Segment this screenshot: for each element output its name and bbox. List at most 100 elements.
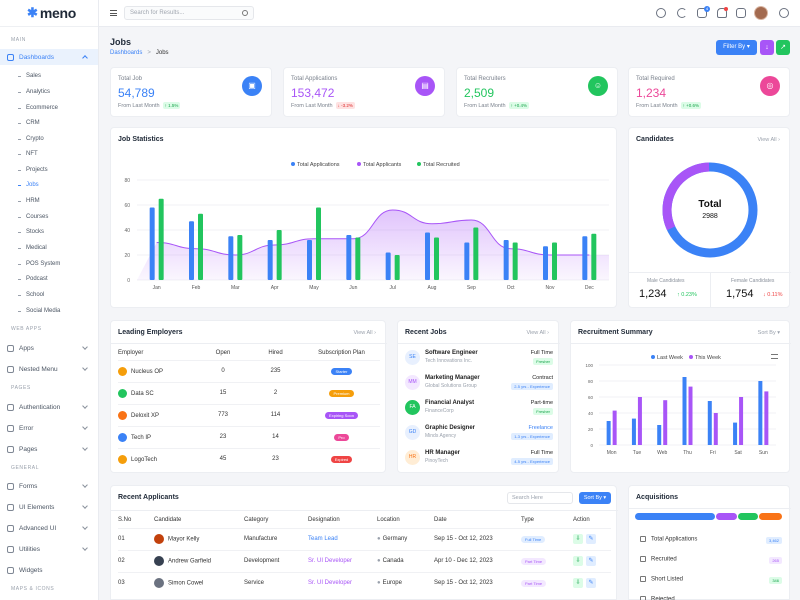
sidebar-subitem-nft[interactable]: NFT	[18, 151, 38, 157]
job-list-item[interactable]: GD Graphic Designer Minds Agency Freelance 1…	[405, 425, 553, 450]
candidates-view-all[interactable]: View All ›	[757, 137, 780, 143]
sidebar-item-dashboards[interactable]: Dashboards	[0, 49, 98, 65]
cart-icon[interactable]	[697, 8, 707, 18]
table-row[interactable]: Nucleus OP 0 235 Starter	[118, 360, 380, 382]
sidebar-subitem-crm[interactable]: CRM	[18, 120, 40, 126]
sidebar-item-forms[interactable]: Forms	[0, 478, 98, 494]
table-row[interactable]: 02 Andrew Garfield Development Sr. UI Devel…	[118, 550, 611, 572]
sidebar-item-nested[interactable]: Nested Menu	[0, 361, 98, 377]
job-experience-badge: Fresher	[533, 408, 553, 415]
sidebar-subitem-stocks[interactable]: Stocks	[18, 229, 44, 235]
download-icon[interactable]: ⇩	[573, 534, 583, 544]
view-all-label: View All	[757, 137, 777, 143]
job-list-item[interactable]: MM Marketing Manager Global Solutions Grou…	[405, 375, 553, 400]
recent-jobs-view-all[interactable]: View All ›	[526, 330, 549, 336]
apps-icon[interactable]	[736, 8, 746, 18]
job-list-item[interactable]: HR HR Manager PinoyTech Full Time 4-5 yrs - …	[405, 450, 553, 475]
sidebar-subitem-hrm[interactable]: HRM	[18, 198, 40, 204]
job-list-item[interactable]: SE Software Engineer Tech Innovations Inc.…	[405, 350, 553, 375]
search-input[interactable]: Search for Results...	[124, 6, 254, 20]
section-general: GENERAL	[11, 465, 40, 471]
download-icon[interactable]: ⇩	[573, 556, 583, 566]
employers-view-all[interactable]: View All ›	[353, 330, 376, 336]
sidebar-subitem-label: Courses	[26, 214, 49, 220]
download-icon[interactable]: ⇩	[573, 578, 583, 589]
gear-icon[interactable]	[779, 8, 789, 18]
table-row[interactable]: LogoTech 45 23 Expired	[118, 448, 380, 470]
sidebar-item-authentication[interactable]: Authentication	[0, 399, 98, 415]
table-row[interactable]: Deloxit XP 773 114 Expiring Soon	[118, 404, 380, 426]
candidates-card: Candidates View All › Total 2988 Male Ca…	[628, 127, 791, 308]
sidebar-subitem-label: Stocks	[26, 229, 45, 235]
applicants-search-input[interactable]: Search Here	[507, 492, 573, 504]
moon-icon[interactable]	[677, 8, 687, 18]
acquisition-progress-segment	[738, 513, 758, 520]
table-row[interactable]: Tech IP 23 14 Pro	[118, 426, 380, 448]
sidebar-subitem-pos-system[interactable]: POS System	[18, 261, 60, 267]
sidebar-item-advanced-ui[interactable]: Advanced UI	[0, 520, 98, 536]
type-badge: Full Time	[521, 535, 546, 543]
edit-icon[interactable]: ✎	[586, 534, 596, 544]
sidebar-item-label: Nested Menu	[19, 365, 58, 373]
sidebar-subitem-medical[interactable]: Medical	[18, 245, 47, 251]
sidebar-subitem-ecommerce[interactable]: Ecommerce	[18, 105, 58, 111]
breadcrumb-home[interactable]: Dashboards	[110, 50, 143, 56]
x-tick-label: Oct	[507, 285, 515, 291]
bar-total-applications	[582, 236, 588, 280]
sidebar-item-apps[interactable]: Apps	[0, 340, 98, 356]
filter-button[interactable]: Filter By ▾	[716, 40, 757, 55]
table-row[interactable]: Data SC 15 2 Premium	[118, 382, 380, 404]
sidebar-subitem-sales[interactable]: Sales	[18, 73, 41, 79]
table-row[interactable]: 03 Simon Cowel Service Sr. UI Developer ● Eur…	[118, 572, 611, 594]
job-type: Part-time	[530, 400, 553, 406]
applicants-title: Recent Applicants	[118, 494, 179, 501]
recruitment-sort-button[interactable]: Sort By ▾	[757, 330, 780, 336]
sidebar: ✱ meno MAIN Dashboards Sales Analytics Eco…	[0, 0, 99, 600]
applicants-sort-button[interactable]: Sort By ▾	[579, 492, 611, 504]
edit-icon[interactable]: ✎	[586, 578, 596, 589]
sidebar-subitem-projects[interactable]: Projects	[18, 167, 48, 173]
sidebar-subitem-jobs[interactable]: Jobs	[18, 182, 39, 188]
hired-count: 23	[272, 456, 279, 463]
language-icon[interactable]	[656, 8, 666, 18]
filter-label: Filter By	[723, 44, 746, 50]
avatar[interactable]	[754, 6, 768, 20]
sidebar-item-label: Apps	[19, 344, 34, 352]
bullet-icon	[18, 278, 21, 280]
logo-text: meno	[39, 5, 77, 21]
sidebar-subitem-courses[interactable]: Courses	[18, 214, 48, 220]
job-title: Financial Analyst	[425, 400, 475, 406]
chart-menu-icon[interactable]	[771, 354, 778, 359]
download-button[interactable]: ↓	[760, 40, 774, 55]
share-button[interactable]: ↗	[776, 40, 790, 55]
sidebar-item-error[interactable]: Error	[0, 420, 98, 436]
menu-toggle-icon[interactable]	[110, 10, 117, 16]
sidebar-item-utilities[interactable]: Utilities	[0, 541, 98, 557]
edit-icon[interactable]: ✎	[586, 556, 596, 566]
male-candidates-label: Male Candidates	[647, 278, 685, 284]
job-list-item[interactable]: FA Financial Analyst FinanceCorp Part-time F…	[405, 400, 553, 425]
donut-ring-female	[662, 162, 710, 231]
sidebar-subitem-social-media[interactable]: Social Media	[18, 308, 60, 314]
bar-total-recruited	[158, 198, 164, 280]
designation: Sr. UI Developer	[308, 580, 353, 587]
table-row[interactable]: 01 Mayor Kelly Manufacture Team Lead ● German…	[118, 528, 611, 550]
legend-label: Last Week	[657, 355, 683, 361]
sidebar-item-pages[interactable]: Pages	[0, 441, 98, 457]
sidebar-item-widgets[interactable]: Widgets	[0, 562, 98, 578]
bullet-icon	[18, 310, 21, 312]
logo[interactable]: ✱ meno	[0, 0, 98, 27]
sidebar-item-ui-elements[interactable]: UI Elements	[0, 499, 98, 515]
acquisition-item: Recruited 265	[640, 556, 782, 570]
sidebar-subitem-crypto[interactable]: Crypto	[18, 136, 44, 142]
sidebar-subitem-school[interactable]: School	[18, 292, 44, 298]
sidebar-subitem-label: CRM	[26, 120, 40, 126]
sidebar-subitem-analytics[interactable]: Analytics	[18, 89, 50, 95]
y-tick-label: 0	[127, 278, 130, 284]
sidebar-item-label: Forms	[19, 482, 38, 490]
bell-icon[interactable]	[717, 8, 727, 18]
bar-last-week	[631, 418, 636, 445]
sidebar-subitem-podcast[interactable]: Podcast	[18, 276, 48, 282]
sidebar-subitem-label: POS System	[26, 261, 61, 267]
page-title: Jobs	[110, 37, 132, 47]
